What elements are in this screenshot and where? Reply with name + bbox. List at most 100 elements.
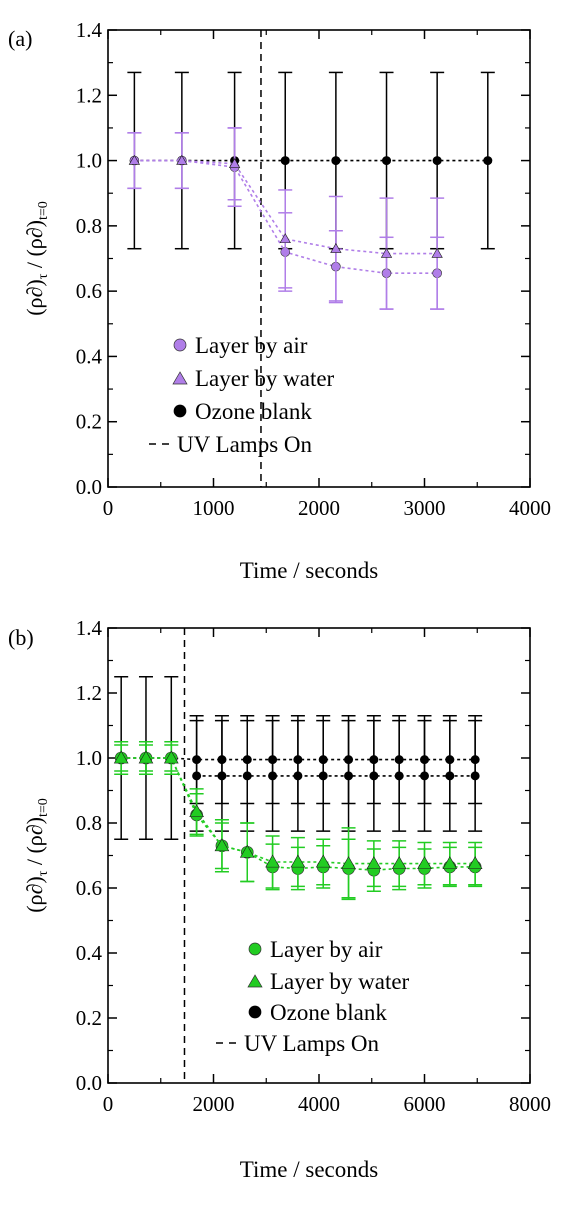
legend-triangle-swatch xyxy=(172,371,188,385)
data-point-triangle xyxy=(113,750,129,764)
x-tick-label: 4000 xyxy=(509,496,551,520)
panel-b-legend: Layer by air Layer by water Ozone blank UV … xyxy=(216,937,410,1056)
y-tick-label: 0.6 xyxy=(76,279,102,303)
data-point-circle xyxy=(280,156,290,166)
data-point-circle xyxy=(382,156,392,166)
x-tick-label: 4000 xyxy=(298,1092,340,1116)
y-tick-label: 0.8 xyxy=(76,811,102,835)
data-point-triangle xyxy=(265,854,280,868)
legend-label: Ozone blank xyxy=(195,399,312,424)
b-legend-item-layer-by-water: Layer by water xyxy=(247,969,410,994)
panel-a-y-axis-label: (ρ∂)τ / (ρ∂)t=0 xyxy=(22,201,51,316)
x-tick-label: 2000 xyxy=(298,496,340,520)
legend-circle-swatch xyxy=(248,942,262,956)
legend-label: UV Lamps On xyxy=(177,432,313,457)
data-point-circle xyxy=(394,771,404,781)
data-point-triangle xyxy=(315,854,331,868)
panel-a-series xyxy=(127,71,495,310)
panel-b-y-axis-label: (ρ∂)τ / (ρ∂)t=0 xyxy=(22,798,51,913)
panel-b-x-axis-label: Time / seconds xyxy=(240,1157,378,1182)
data-point-triangle xyxy=(330,242,342,253)
data-point-triangle xyxy=(467,856,483,870)
a-legend-item-ozone-blank: Ozone blank xyxy=(173,399,312,424)
data-point-triangle xyxy=(279,233,291,244)
data-point-triangle xyxy=(431,247,443,258)
panel-a-plot-frame xyxy=(107,29,531,488)
data-point-triangle xyxy=(366,856,382,870)
y-tick-label: 0.4 xyxy=(76,941,103,965)
data-point-triangle xyxy=(128,154,141,165)
data-point-triangle xyxy=(138,750,154,764)
panel-a-chart: (a) 0.0 0.2 0.4 0.6 0.8 1.0 1.2 1.4 0 1000 2000 300… xyxy=(8,18,551,583)
b-series-layer-by-water xyxy=(113,741,483,901)
data-point-circle xyxy=(293,771,303,781)
data-point-circle xyxy=(344,771,354,781)
data-point-triangle xyxy=(176,154,188,165)
data-point-circle xyxy=(331,156,341,166)
b-legend-item-uv-lamps-on: UV Lamps On xyxy=(216,1031,380,1056)
legend-label: Layer by water xyxy=(270,969,410,994)
data-point-triangle xyxy=(290,854,306,868)
x-tick-label: 8000 xyxy=(509,1092,551,1116)
panel-b-series xyxy=(113,676,483,901)
x-tick-label: 0 xyxy=(103,1092,114,1116)
y-tick-label: 1.0 xyxy=(76,149,102,173)
data-point-triangle xyxy=(163,750,179,764)
data-point-circle xyxy=(192,771,202,781)
data-point-triangle xyxy=(417,856,432,870)
data-point-triangle xyxy=(239,844,255,858)
a-legend-item-uv-lamps-on: UV Lamps On xyxy=(149,432,313,457)
y-tick-label: 1.0 xyxy=(76,746,102,770)
legend-label: Layer by air xyxy=(270,937,383,962)
data-point-circle xyxy=(369,771,379,781)
b-series-ozone-blank-2 xyxy=(189,719,483,832)
panel-b-chart: (b) 0.0 0.2 0.4 0.6 0.8 1.0 1.2 1.4 0 2000 4000 600… xyxy=(8,616,551,1182)
y-tick-label: 0.0 xyxy=(76,475,102,499)
panel-b-label: (b) xyxy=(8,625,34,650)
y-tick-label: 1.4 xyxy=(76,616,103,640)
data-point-circle xyxy=(242,771,252,781)
y-tick-label: 0.4 xyxy=(76,344,103,368)
y-tick-label: 1.4 xyxy=(76,18,103,42)
panel-b-plot-frame xyxy=(107,627,531,1084)
legend-label: Ozone blank xyxy=(270,1000,387,1025)
x-tick-label: 0 xyxy=(103,496,114,520)
y-tick-label: 1.2 xyxy=(76,681,102,705)
data-point-circle xyxy=(483,156,493,166)
y-tick-label: 0.8 xyxy=(76,214,102,238)
legend-label: Layer by air xyxy=(195,333,308,358)
data-point-triangle xyxy=(391,856,407,870)
data-point-triangle xyxy=(442,856,458,870)
data-point-circle xyxy=(420,771,429,781)
x-tick-label: 2000 xyxy=(193,1092,235,1116)
b-legend-item-layer-by-air: Layer by air xyxy=(248,937,383,962)
data-point-circle xyxy=(217,771,227,781)
legend-circle-swatch xyxy=(248,1005,262,1019)
y-tick-label: 0.2 xyxy=(76,410,102,434)
legend-label: UV Lamps On xyxy=(244,1031,380,1056)
data-point-circle xyxy=(470,771,480,781)
y-tick-label: 0.0 xyxy=(76,1071,102,1095)
data-point-circle xyxy=(268,771,278,781)
panel-b-ticks: 0.0 0.2 0.4 0.6 0.8 1.0 1.2 1.4 0 2000 4000 6000 800… xyxy=(76,616,551,1116)
a-legend-item-layer-by-water: Layer by water xyxy=(172,366,335,391)
legend-label: Layer by water xyxy=(195,366,335,391)
x-tick-label: 6000 xyxy=(404,1092,446,1116)
legend-circle-swatch xyxy=(173,404,187,418)
legend-circle-swatch xyxy=(173,338,187,352)
x-tick-label: 3000 xyxy=(404,496,446,520)
data-point-circle xyxy=(432,156,442,166)
panel-a-label: (a) xyxy=(8,26,32,51)
data-point-circle xyxy=(445,771,455,781)
y-tick-label: 0.2 xyxy=(76,1006,102,1030)
b-legend-item-ozone-blank: Ozone blank xyxy=(248,1000,387,1025)
y-tick-label: 0.6 xyxy=(76,876,102,900)
data-point-triangle xyxy=(189,804,204,818)
data-point-circle xyxy=(318,771,328,781)
data-point-triangle xyxy=(214,838,230,852)
panel-a-ticks: 0.0 0.2 0.4 0.6 0.8 1.0 1.2 1.4 0 1000 2000 3000 400… xyxy=(76,18,551,520)
data-point-triangle xyxy=(380,247,393,258)
panel-a-x-axis-label: Time / seconds xyxy=(240,558,378,583)
legend-triangle-swatch xyxy=(247,974,263,988)
